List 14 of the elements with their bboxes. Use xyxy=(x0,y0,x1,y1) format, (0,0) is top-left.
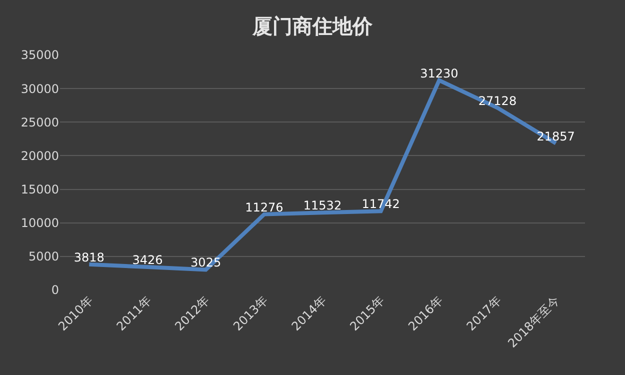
data-label: 3426 xyxy=(132,253,163,267)
y-tick-label: 5000 xyxy=(28,250,59,264)
data-label: 11532 xyxy=(303,198,342,213)
chart-title: 厦门商住地价 xyxy=(252,14,374,38)
y-tick-label: 15000 xyxy=(20,182,59,196)
y-tick-label: 25000 xyxy=(20,115,59,130)
data-label: 11276 xyxy=(245,200,284,214)
data-label: 31230 xyxy=(420,66,458,80)
y-tick-label: 35000 xyxy=(20,48,59,62)
y-tick-label: 10000 xyxy=(20,216,59,230)
y-tick-label: 0 xyxy=(51,283,59,298)
data-label: 3818 xyxy=(74,250,104,264)
y-tick-label: 20000 xyxy=(20,148,59,163)
y-tick-label: 30000 xyxy=(20,82,59,96)
